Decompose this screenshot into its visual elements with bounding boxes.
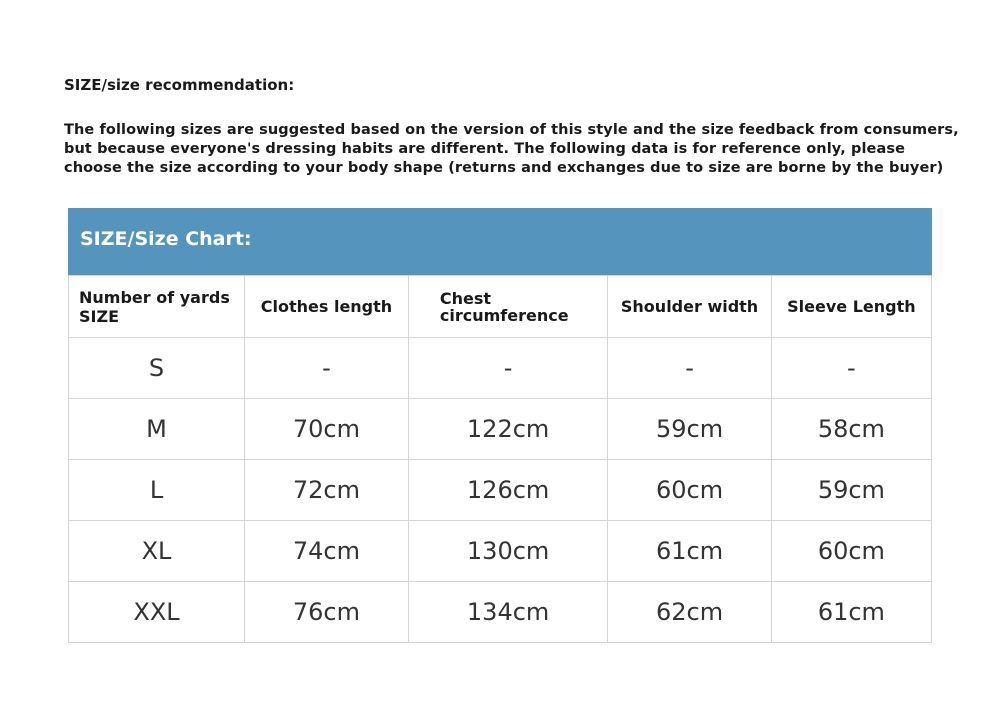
table-row: XXL 76cm 134cm 62cm 61cm: [67, 581, 933, 643]
measurement-cell: 60cm: [607, 459, 772, 521]
measurement-cell: 122cm: [407, 398, 609, 460]
table-header-row: Number of yards SIZE Clothes length Ches…: [67, 275, 933, 338]
measurement-cell: 74cm: [244, 520, 409, 582]
measurement-cell: 61cm: [607, 520, 772, 582]
measurement-cell: -: [407, 337, 609, 399]
column-header: Clothes length: [244, 275, 409, 338]
measurement-cell: 126cm: [407, 459, 609, 521]
measurement-cell: 72cm: [244, 459, 409, 521]
column-header: Number of yards SIZE: [67, 275, 246, 338]
column-header: Chest circumference: [407, 275, 609, 338]
measurement-cell: -: [607, 337, 772, 399]
measurement-cell: 58cm: [770, 398, 933, 460]
size-label: M: [67, 398, 246, 460]
description: The following sizes are suggested based …: [64, 122, 959, 176]
table-row: L 72cm 126cm 60cm 59cm: [67, 459, 933, 521]
heading: SIZE/size recommendation:: [64, 76, 295, 94]
measurement-cell: 134cm: [407, 581, 609, 643]
measurement-cell: 59cm: [770, 459, 933, 521]
measurement-cell: -: [244, 337, 409, 399]
measurement-cell: 76cm: [244, 581, 409, 643]
size-label: XXL: [67, 581, 246, 643]
measurement-cell: 130cm: [407, 520, 609, 582]
size-table: Number of yards SIZE Clothes length Ches…: [67, 275, 933, 643]
table-row: M 70cm 122cm 59cm 58cm: [67, 398, 933, 460]
size-label: S: [67, 337, 246, 399]
measurement-cell: 60cm: [770, 520, 933, 582]
table-title: SIZE/Size Chart:: [80, 228, 252, 250]
table-title-band: SIZE/Size Chart:: [68, 208, 932, 275]
table-row: S----: [67, 337, 933, 399]
table-row: XL 74cm 130cm 61cm 60cm: [67, 520, 933, 582]
measurement-cell: 59cm: [607, 398, 772, 460]
size-label: XL: [67, 520, 246, 582]
measurement-cell: 61cm: [770, 581, 933, 643]
measurement-cell: -: [770, 337, 933, 399]
measurement-cell: 62cm: [607, 581, 772, 643]
column-header: Sleeve Length: [770, 275, 933, 338]
measurement-cell: 70cm: [244, 398, 409, 460]
size-label: L: [67, 459, 246, 521]
column-header: Shoulder width: [607, 275, 772, 338]
